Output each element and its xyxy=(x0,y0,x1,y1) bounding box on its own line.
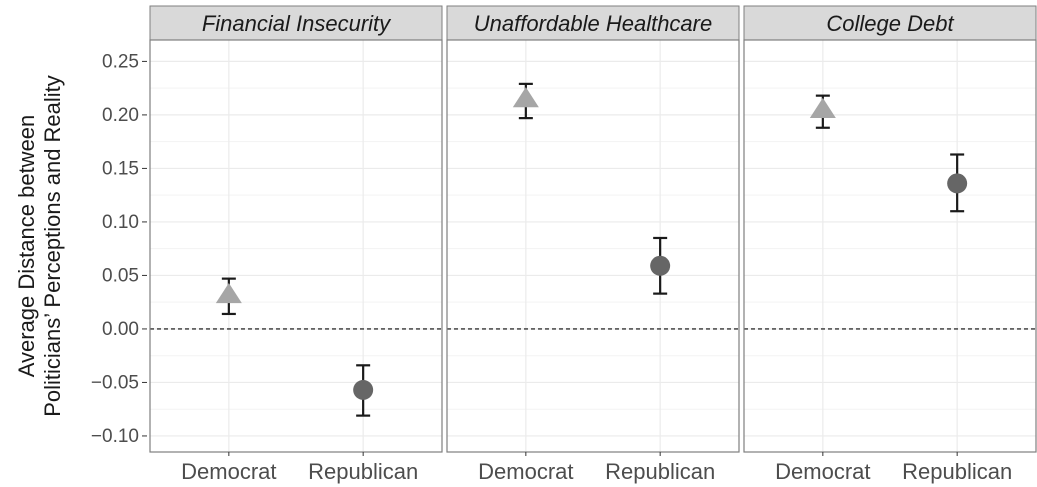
y-tick-label: 0.20 xyxy=(102,105,139,126)
y-tick-label: 0.25 xyxy=(102,51,139,72)
facet-strip xyxy=(743,5,1037,41)
democrat-point xyxy=(512,87,539,108)
y-axis-ticks: −0.10 −0.05 0.00 0.05 0.10 0.15 0.20 0.25 xyxy=(91,51,147,447)
panel-background xyxy=(150,40,442,452)
y-tick-label: −0.10 xyxy=(91,426,139,447)
facet-title: Financial Insecurity xyxy=(202,11,392,36)
facet-strip xyxy=(446,5,740,41)
y-axis-title-line-2: Politicians’ Perceptions and Reality xyxy=(40,75,65,417)
facet-title: College Debt xyxy=(826,11,954,36)
panel-border xyxy=(149,39,443,453)
republican-point xyxy=(947,173,968,194)
y-tick-label: −0.05 xyxy=(91,372,139,393)
panel-border xyxy=(446,39,740,453)
facet-panel: College Debt Democrat Republican xyxy=(743,5,1037,484)
democrat-point xyxy=(215,282,242,304)
y-tick-label: 0.15 xyxy=(102,158,139,179)
y-axis-title: Average Distance between Politicians’ Pe… xyxy=(14,75,65,417)
republican-point xyxy=(353,379,374,400)
y-tick-label: 0.05 xyxy=(102,265,139,286)
x-tick-label: Democrat xyxy=(775,459,870,484)
y-tick-label: 0.10 xyxy=(102,212,139,233)
y-axis-title-line-1: Average Distance between xyxy=(14,115,39,378)
democrat-point xyxy=(809,97,836,119)
y-tick-label: 0.00 xyxy=(102,319,139,340)
x-tick-label: Republican xyxy=(902,459,1012,484)
republican-point xyxy=(650,255,671,276)
panel-background xyxy=(744,40,1036,452)
x-tick-label: Democrat xyxy=(478,459,573,484)
x-tick-label: Republican xyxy=(308,459,418,484)
facet-title: Unaffordable Healthcare xyxy=(474,11,712,36)
facet-strip xyxy=(149,5,443,41)
x-tick-label: Republican xyxy=(605,459,715,484)
panel-border xyxy=(743,39,1037,453)
facet-panel: Financial Insecurity Democrat Republican xyxy=(149,5,443,484)
x-tick-label: Democrat xyxy=(181,459,276,484)
panel-background xyxy=(447,40,739,452)
facet-panel: Unaffordable Healthcare Democrat Republica… xyxy=(446,5,740,484)
